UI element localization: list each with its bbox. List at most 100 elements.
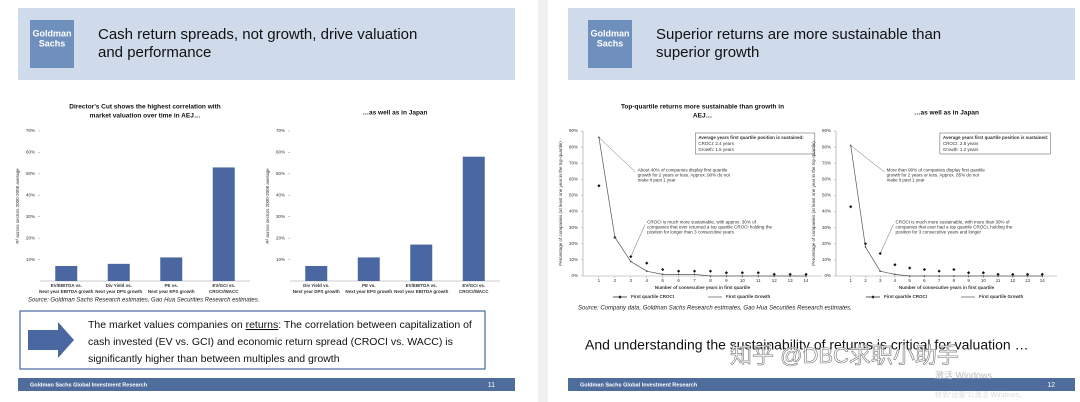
point (922, 267, 926, 272)
y-tick-label: 60% (276, 150, 285, 155)
y-tick-label: 0% (571, 273, 578, 278)
point (772, 272, 776, 276)
x-axis-label: Number of consecutive years in first qua… (899, 285, 995, 290)
point (788, 272, 792, 276)
point (997, 275, 999, 277)
x-tick-label: 7 (693, 278, 696, 283)
slide-title: Cash return spreads, not growth, drive v… (98, 26, 417, 43)
y-tick-label: 10% (276, 257, 285, 262)
point (967, 271, 971, 275)
annotation-box-text: CROCI: 2.4 years (698, 141, 734, 146)
pointer (850, 145, 885, 173)
x-tick-label: 5 (908, 278, 911, 283)
annotation-note: make it past 1 year (887, 177, 926, 182)
x-tick-label: Div Yield vs. (303, 283, 329, 288)
point (1026, 275, 1029, 277)
point (677, 273, 680, 276)
x-tick-label: 10 (981, 278, 987, 283)
y-tick-label: 50% (276, 171, 285, 176)
annotation-note: make it past 1 year (638, 177, 677, 182)
x-tick-label: 10 (740, 278, 746, 283)
x-tick-label: 7 (938, 278, 941, 283)
logo-box (30, 20, 74, 68)
y-axis-label: Percentage of companies (at least one ye… (558, 141, 563, 266)
header-band (18, 8, 515, 80)
annotation-box-text: Average years first quartile position is… (943, 135, 1049, 140)
callout-box (19, 310, 486, 370)
y-tick-label: 20% (26, 235, 35, 240)
callout-emphasis: returns (246, 319, 279, 331)
point (693, 273, 696, 276)
x-tick-label: 11 (996, 278, 1001, 283)
point (1040, 272, 1044, 276)
x-tick-label: 8 (953, 278, 956, 283)
watermark: 知乎 @DBC求职小助手 (730, 343, 959, 368)
logo-text: Sachs (39, 38, 66, 48)
x-tick-label: 14 (804, 278, 810, 283)
x-tick-label: 6 (923, 278, 926, 283)
y-tick-label: 60% (26, 150, 35, 155)
y-tick-label: 10% (822, 257, 831, 262)
legend-swatch (871, 295, 875, 299)
y-tick-label: 90% (822, 128, 831, 133)
point (709, 275, 712, 277)
annotation-box (695, 132, 816, 155)
pointer (630, 224, 646, 257)
x-tick-label: Next year DPS growth (95, 289, 142, 294)
callout-text: The market values companies on returns: … (88, 319, 472, 331)
x-tick-label: 1 (849, 278, 852, 283)
point (1041, 275, 1044, 277)
y-tick-label: 10% (569, 257, 578, 262)
point (879, 270, 882, 273)
activation-text: 转到“设置”以激活 Windows。 (935, 390, 1026, 399)
bar (357, 257, 380, 281)
bar (55, 266, 78, 281)
point (789, 275, 792, 277)
chart-title: AEJ… (693, 113, 712, 120)
y-tick-label: 90% (569, 128, 578, 133)
x-tick-label: 5 (661, 278, 664, 283)
x-tick-label: 2 (614, 278, 617, 283)
bar (107, 263, 130, 281)
point (757, 275, 760, 277)
point (773, 275, 776, 277)
point (967, 275, 970, 277)
logo-box (588, 20, 632, 68)
annotation-box-text: Growth: 1.2 years (943, 147, 979, 152)
y-tick-label: 10% (26, 257, 35, 262)
y-tick-label: 50% (569, 193, 578, 198)
x-tick-label: Next year EPS growth (148, 289, 195, 294)
point (923, 275, 926, 277)
slide-title: and performance (98, 44, 211, 61)
footer-text: Goldman Sachs Global Investment Research (580, 382, 698, 388)
x-tick-label: EV/EBITDA vs. (406, 283, 437, 288)
arrow-icon (28, 322, 74, 358)
annotation-note: companies that ever returned a top quart… (647, 225, 772, 230)
y-tick-label: 40% (822, 209, 831, 214)
chart-title: market valuation over time in AEJ… (90, 113, 201, 120)
bar (305, 266, 328, 281)
point (996, 272, 1000, 276)
callout-text: significantly higher than between multip… (88, 353, 340, 365)
point (597, 184, 601, 188)
x-tick-label: Next year DPS growth (293, 289, 340, 294)
point (725, 275, 728, 277)
point (805, 275, 807, 277)
annotation-box (939, 132, 1051, 155)
point (645, 261, 649, 265)
point (741, 275, 744, 277)
x-tick-label: 12 (772, 278, 778, 283)
x-tick-label: EV/GCI vs. (212, 283, 235, 288)
x-tick-label: 1 (598, 278, 601, 283)
point (849, 205, 853, 209)
point (893, 263, 897, 267)
x-tick-label: 6 (677, 278, 680, 283)
pointer (598, 137, 636, 173)
logo-text: Goldman (32, 28, 71, 38)
x-tick-label: EV/GCI vs. (462, 283, 485, 288)
x-tick-label: 13 (788, 278, 794, 283)
y-tick-label: 30% (26, 214, 35, 219)
x-tick-label: PE vs. (164, 283, 178, 288)
annotation-note: position for longer than 3 consecutive y… (647, 230, 735, 235)
